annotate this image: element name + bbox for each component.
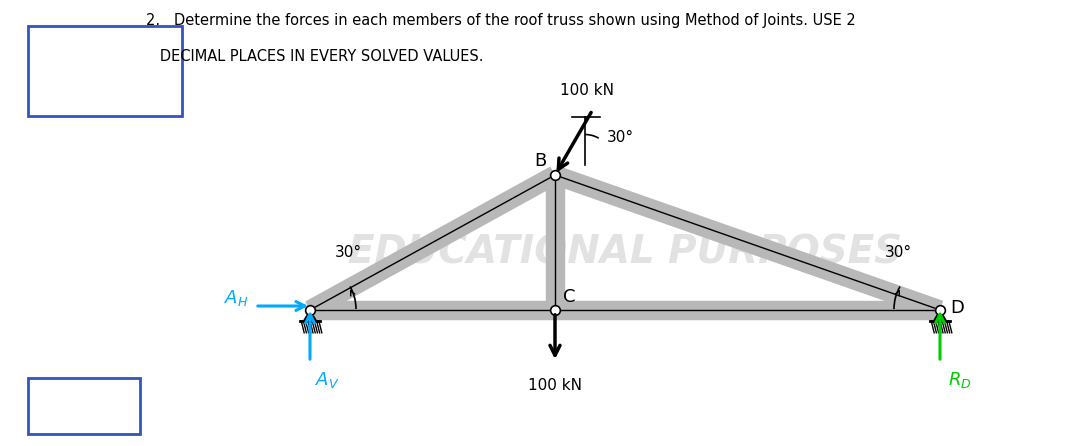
Text: D: D [950, 299, 963, 317]
Text: 100 kN: 100 kN [528, 378, 582, 393]
Polygon shape [28, 26, 183, 116]
Text: 2.   Determine the forces in each members of the roof truss shown using Method o: 2. Determine the forces in each members … [146, 13, 855, 29]
Text: C: C [563, 288, 576, 306]
Text: $A_H$: $A_H$ [224, 288, 248, 308]
Polygon shape [934, 310, 946, 321]
Text: $A_V$: $A_V$ [315, 370, 339, 390]
Text: 30°: 30° [885, 245, 912, 260]
Polygon shape [303, 310, 316, 321]
Text: EDUCATIONAL PURPOSES: EDUCATIONAL PURPOSES [348, 234, 902, 272]
Polygon shape [28, 378, 140, 434]
Text: B: B [535, 152, 546, 170]
Text: 30°: 30° [335, 245, 362, 260]
Text: 100 kN: 100 kN [561, 83, 615, 98]
Text: DECIMAL PLACES IN EVERY SOLVED VALUES.: DECIMAL PLACES IN EVERY SOLVED VALUES. [146, 49, 484, 64]
Text: $R_D$: $R_D$ [948, 370, 972, 390]
Text: 30°: 30° [607, 129, 634, 145]
